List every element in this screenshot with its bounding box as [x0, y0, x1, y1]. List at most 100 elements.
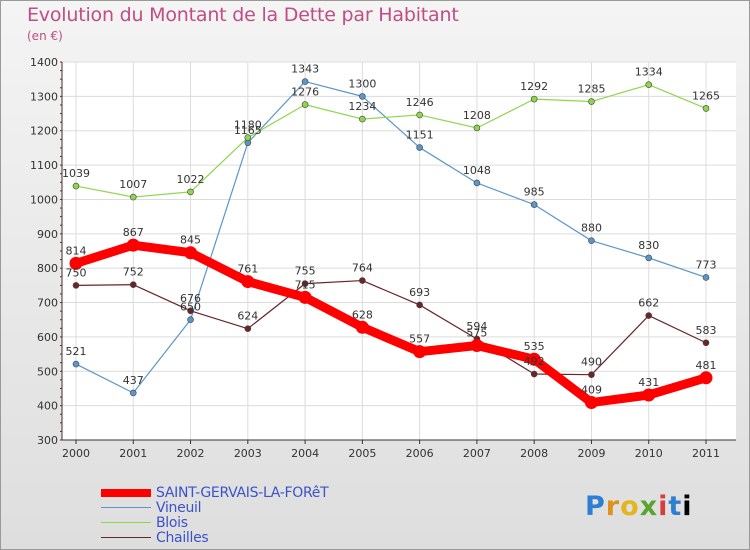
data-point: [355, 320, 369, 334]
data-point: [527, 352, 541, 366]
y-tick-label: 1400: [30, 56, 58, 69]
x-tick-label: 2011: [692, 447, 720, 460]
data-label: 1265: [692, 89, 720, 102]
data-label: 773: [696, 258, 717, 271]
data-point: [69, 256, 83, 270]
legend-label: Vineuil: [156, 499, 202, 516]
legend-item: Blois: [101, 514, 328, 531]
data-label: 750: [66, 266, 87, 279]
series-line-blois: [75, 84, 707, 198]
data-label: 409: [581, 384, 602, 397]
series-line-chailles: [75, 279, 707, 376]
data-point: [588, 237, 595, 244]
data-label: 845: [180, 234, 201, 247]
data-point: [129, 281, 137, 288]
data-point: [244, 134, 252, 141]
data-point: [530, 95, 538, 103]
data-point: [72, 360, 80, 368]
data-point: [298, 290, 312, 304]
y-tick-label: 800: [37, 262, 58, 275]
x-tick-label: 2002: [177, 447, 205, 460]
data-point: [413, 345, 427, 359]
data-point: [129, 389, 137, 397]
legend-label: Chailles: [156, 529, 209, 546]
data-label: 755: [295, 265, 316, 278]
data-label: 752: [123, 266, 144, 279]
data-label: 1276: [291, 86, 319, 99]
data-label: 1022: [177, 173, 205, 186]
data-label: 535: [524, 340, 545, 353]
legend-item: Chailles: [101, 529, 328, 546]
y-tick-label: 1300: [30, 90, 58, 103]
legend-label: SAINT-GERVAIS-LA-FORêT: [156, 484, 329, 501]
data-label: 1180: [234, 119, 262, 132]
data-point: [416, 144, 423, 151]
data-label: 764: [352, 262, 373, 275]
legend-swatch: [101, 537, 151, 538]
data-label: 431: [638, 376, 659, 389]
series-line-saint-gervais-la-for-t: [71, 240, 711, 408]
x-tick-label: 2010: [635, 447, 663, 460]
data-point: [645, 254, 653, 262]
data-point: [187, 307, 194, 315]
x-tick-label: 2001: [119, 447, 147, 460]
data-label: 1300: [348, 77, 376, 90]
data-label: 628: [352, 308, 373, 321]
data-label: 1292: [520, 80, 548, 93]
data-label: 557: [409, 333, 430, 346]
y-tick-label: 300: [37, 434, 58, 447]
data-point: [473, 124, 481, 132]
data-label: 437: [123, 374, 144, 387]
x-tick-label: 2004: [291, 447, 319, 460]
y-tick-label: 1100: [30, 159, 58, 172]
data-label: 1039: [62, 167, 90, 180]
data-label: 1285: [577, 83, 605, 96]
data-point: [699, 371, 713, 385]
y-tick-label: 1200: [30, 125, 58, 138]
data-label: 650: [180, 301, 201, 314]
legend-swatch: [101, 488, 151, 497]
y-tick-label: 600: [37, 331, 58, 344]
data-label: 575: [466, 327, 487, 340]
data-point: [241, 275, 255, 289]
data-label: 880: [581, 222, 602, 235]
data-label: 1343: [291, 63, 319, 76]
x-tick-label: 2009: [577, 447, 605, 460]
legend-item: SAINT-GERVAIS-LA-FORêT: [101, 484, 329, 501]
proxiti-logo: Proxiti: [585, 491, 693, 522]
data-label: 985: [524, 186, 545, 199]
legend-label: Blois: [156, 514, 188, 531]
data-point: [530, 370, 538, 378]
data-label: 662: [638, 297, 659, 310]
x-tick-label: 2007: [463, 447, 491, 460]
data-label: 1246: [406, 96, 434, 109]
data-point: [645, 312, 653, 319]
data-label: 492: [524, 355, 545, 368]
data-label: 583: [696, 324, 717, 337]
legend-swatch: [101, 522, 151, 523]
legend-item: Vineuil: [101, 499, 328, 516]
data-point: [702, 339, 710, 347]
data-point: [129, 193, 137, 201]
data-point: [416, 111, 423, 119]
data-point: [72, 182, 80, 190]
data-point: [702, 274, 710, 281]
series-line-vineuil: [75, 80, 707, 394]
data-label: 1165: [234, 124, 262, 137]
chart-subtitle: (en €): [27, 29, 63, 43]
data-point: [588, 98, 595, 105]
data-point: [530, 201, 538, 208]
data-point: [645, 81, 653, 88]
data-point: [588, 371, 595, 379]
data-point: [702, 105, 710, 112]
data-label: 715: [295, 278, 316, 291]
data-label: 594: [466, 320, 487, 333]
data-point: [301, 101, 309, 108]
data-label: 1048: [463, 164, 491, 177]
data-point: [584, 396, 598, 410]
data-point: [187, 316, 194, 324]
data-point: [244, 325, 252, 332]
data-label: 481: [696, 359, 717, 372]
x-tick-label: 2008: [520, 447, 548, 460]
